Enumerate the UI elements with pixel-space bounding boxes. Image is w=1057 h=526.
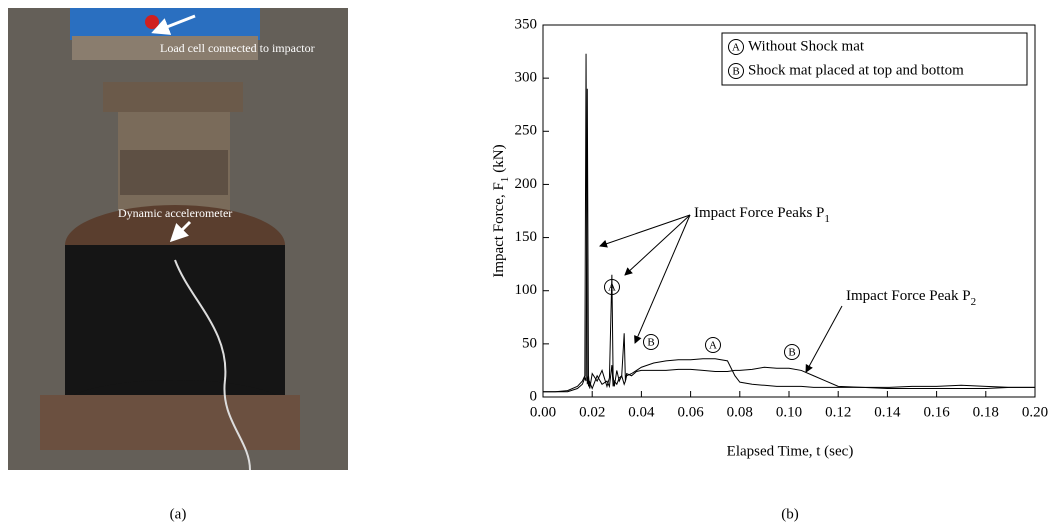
legend-marker: A	[732, 42, 740, 54]
x-tick-label: 0.08	[727, 404, 753, 420]
y-tick-label: 0	[530, 388, 538, 404]
legend-marker-circle	[728, 63, 744, 79]
legend-marker-circle	[728, 39, 744, 55]
curve-label: A	[608, 282, 616, 294]
series-line	[543, 53, 1035, 393]
annotation-sub: 2	[971, 296, 977, 308]
legend-label: Shock mat placed at top and bottom	[748, 62, 964, 78]
x-tick-label: 0.04	[628, 404, 655, 420]
y-label-unit: (kN)	[491, 144, 507, 172]
legend-marker: B	[732, 66, 739, 78]
y-tick-label: 350	[515, 16, 538, 32]
y-tick-label: 250	[515, 123, 538, 139]
curve-label-circle	[705, 337, 721, 353]
annotation: Impact Force Peaks P1	[694, 205, 830, 224]
caption: (a)	[170, 506, 187, 522]
curve-label: B	[788, 347, 795, 359]
annotation-arrow	[599, 214, 691, 248]
x-tick-label: 0.06	[677, 404, 704, 420]
x-tick-label: 0.00	[530, 404, 556, 420]
y-label-sub: 1	[499, 177, 511, 183]
curve-label-circle	[643, 334, 659, 350]
x-tick-label: 0.10	[776, 404, 802, 420]
annotation-sub: 1	[824, 213, 830, 225]
x-tick-label: 0.20	[1022, 404, 1048, 420]
curve-label-circle	[784, 344, 800, 360]
y-tick-label: 300	[515, 70, 538, 86]
photo: Load cell connected to impactor Dynamic …	[8, 8, 348, 471]
y-tick-label: 50	[522, 335, 537, 351]
annotation: Impact Force Peak P2	[846, 288, 976, 307]
y-label-main: Impact Force, F	[491, 182, 507, 277]
x-tick-label: 0.14	[874, 404, 901, 420]
series-line	[543, 88, 1035, 393]
photo-label: Load cell connected to impactor	[160, 41, 315, 55]
curve-label: B	[647, 337, 654, 349]
x-tick-label: 0.16	[923, 404, 950, 420]
curve-label: A	[709, 340, 717, 352]
y-tick-label: 100	[515, 282, 538, 298]
annotation-arrow	[634, 214, 691, 344]
annotation-text: Impact Force Peaks P	[694, 205, 824, 221]
x-axis-label: Elapsed Time, t (sec)	[727, 443, 854, 459]
y-tick-label: 200	[515, 176, 538, 192]
curve-label-circle	[604, 279, 620, 295]
photo-label: Dynamic accelerometer	[118, 206, 232, 220]
annotation-arrow	[624, 214, 691, 276]
y-axis-label: Impact Force, F1 (kN)	[491, 144, 510, 277]
legend-label: Without Shock mat	[748, 38, 865, 54]
annotation-arrow	[805, 305, 843, 373]
legend-box	[721, 32, 1028, 86]
annotation-text: Impact Force Peak P	[846, 288, 971, 304]
x-tick-label: 0.02	[579, 404, 605, 420]
x-tick-label: 0.12	[825, 404, 851, 420]
x-tick-label: 0.18	[973, 404, 999, 420]
y-tick-label: 150	[515, 229, 538, 245]
caption: (b)	[781, 506, 799, 522]
